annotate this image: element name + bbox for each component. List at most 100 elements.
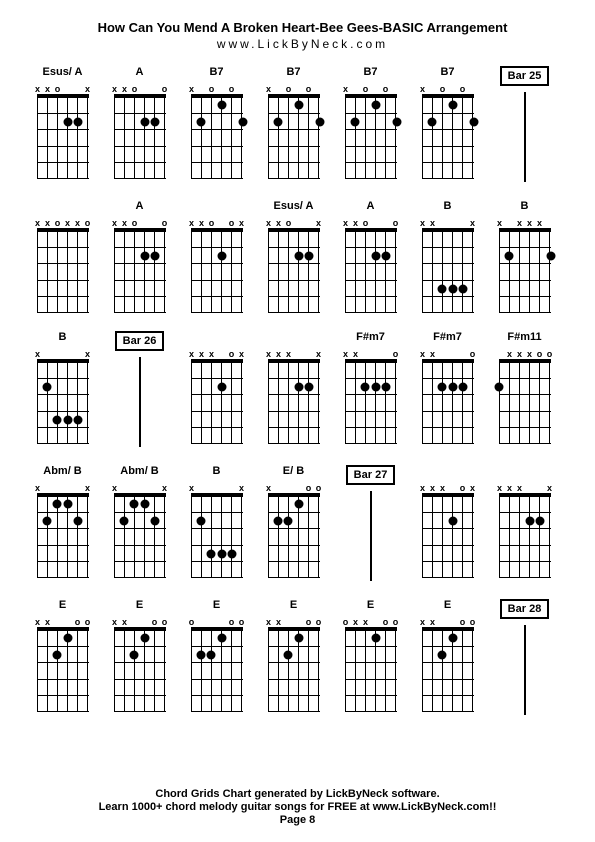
chord-cell: B7 xoo bbox=[338, 66, 403, 179]
chord-cell: F#m11xxxoo bbox=[492, 331, 557, 444]
bar-line bbox=[524, 92, 526, 182]
chord-diagram: xoo bbox=[187, 84, 247, 179]
chord-label: Esus/ A bbox=[274, 200, 314, 214]
chord-diagram: xx bbox=[33, 349, 93, 444]
chord-diagram: xxox bbox=[264, 218, 324, 313]
chord-diagram: oxxoo bbox=[341, 617, 401, 712]
page-subtitle: www.LickByNeck.com bbox=[30, 37, 575, 51]
chord-cell: Exxoo bbox=[415, 599, 480, 712]
bar-marker: Bar 28 bbox=[492, 599, 557, 715]
chord-cell: B7 xoo bbox=[415, 66, 480, 179]
chord-diagram: xoo bbox=[418, 84, 478, 179]
bar-marker: Bar 25 bbox=[492, 66, 557, 182]
chord-diagram: xoo bbox=[341, 84, 401, 179]
bar-line bbox=[524, 625, 526, 715]
chord-label: E bbox=[213, 599, 220, 613]
chord-label: E bbox=[367, 599, 374, 613]
chord-cell: Esus/ A xxox bbox=[30, 66, 95, 179]
chord-diagram: xxxx bbox=[264, 349, 324, 444]
chord-label: E bbox=[136, 599, 143, 613]
chord-cell: F#m7 xxo bbox=[338, 331, 403, 444]
chord-label: E bbox=[59, 599, 66, 613]
chord-cell: Axxoo bbox=[107, 66, 172, 179]
chord-label: B bbox=[213, 465, 221, 479]
chord-label: B7 bbox=[286, 66, 300, 80]
chord-diagram: xxxx bbox=[495, 218, 555, 313]
chord-diagram: xx bbox=[187, 483, 247, 578]
chord-cell: Eoxxoo bbox=[338, 599, 403, 712]
page-title: How Can You Mend A Broken Heart-Bee Gees… bbox=[30, 20, 575, 35]
bar-label: Bar 27 bbox=[346, 465, 396, 485]
bar-label: Bar 28 bbox=[500, 599, 550, 619]
chord-cell: B7 xoo bbox=[184, 66, 249, 179]
chord-cell: B7 xoo bbox=[261, 66, 326, 179]
chord-diagram: xxo bbox=[341, 349, 401, 444]
chord-cell: Axxoo bbox=[107, 200, 172, 313]
chord-diagram: xxx bbox=[418, 218, 478, 313]
chord-label: F#m7 bbox=[433, 331, 462, 345]
chord-label: B7 bbox=[440, 66, 454, 80]
chord-cell: xxxox bbox=[184, 331, 249, 444]
chord-label: B bbox=[59, 331, 67, 345]
chord-cell: xxxx bbox=[261, 331, 326, 444]
chord-diagram: xxoo bbox=[264, 617, 324, 712]
bar-label: Bar 25 bbox=[500, 66, 550, 86]
chord-cell: F#m7 xxo bbox=[415, 331, 480, 444]
chord-diagram: xxxoo bbox=[495, 349, 555, 444]
chord-label: B bbox=[444, 200, 452, 214]
footer-line-2: Learn 1000+ chord melody guitar songs fo… bbox=[0, 801, 595, 813]
chord-diagram: ooo bbox=[187, 617, 247, 712]
chord-diagram: xoo bbox=[264, 483, 324, 578]
chord-label: B bbox=[521, 200, 529, 214]
chord-diagram: xx bbox=[110, 483, 170, 578]
chord-cell: Bxxx bbox=[415, 200, 480, 313]
chord-cell: Abm/ B xx bbox=[30, 465, 95, 578]
chord-label: B7 bbox=[363, 66, 377, 80]
chord-cell: Exxoo bbox=[261, 599, 326, 712]
chord-diagram: xxoo bbox=[33, 617, 93, 712]
chord-row: Esus/ A xxoxAxxoo B7 xoo B7 xoo B7 xoo B7 xoo Bar … bbox=[30, 66, 575, 182]
chord-label: F#m7 bbox=[356, 331, 385, 345]
chord-label: A bbox=[136, 200, 144, 214]
chord-diagram: xoo bbox=[264, 84, 324, 179]
chord-label: Esus/ A bbox=[43, 66, 83, 80]
chord-diagram: xxoo bbox=[110, 218, 170, 313]
chord-diagram: xxxx bbox=[495, 483, 555, 578]
chord-row: BxxBar 26xxxoxxxxxF#m7xxoF#m7xxoF#m11xxx… bbox=[30, 331, 575, 447]
chord-diagram: xx bbox=[33, 483, 93, 578]
bar-line bbox=[370, 491, 372, 581]
chord-cell: Axxoo bbox=[338, 200, 403, 313]
chord-label: B7 bbox=[209, 66, 223, 80]
chord-row: ExxooExxooEoooExxooEoxxooExxooBar 28 bbox=[30, 599, 575, 715]
chord-label: E/ B bbox=[283, 465, 304, 479]
chord-label: A bbox=[367, 200, 375, 214]
chord-diagram: xxox bbox=[33, 84, 93, 179]
chord-cell: Abm/ Bxx bbox=[107, 465, 172, 578]
bar-label: Bar 26 bbox=[115, 331, 165, 351]
chord-row: Abm/ BxxAbm/ BxxBxxE/ BxooBar 27xxxoxxxx… bbox=[30, 465, 575, 581]
footer-line-3: Page 8 bbox=[0, 814, 595, 826]
chord-diagram: xxoo bbox=[110, 84, 170, 179]
chord-label: Abm/ B bbox=[43, 465, 82, 479]
chord-diagram: xxo bbox=[418, 349, 478, 444]
bar-line bbox=[139, 357, 141, 447]
chord-cell: E/ B xoo bbox=[261, 465, 326, 578]
chord-cell: Eooo bbox=[184, 599, 249, 712]
chord-cell: Bxxxx bbox=[492, 200, 557, 313]
footer-line-1: Chord Grids Chart generated by LickByNec… bbox=[0, 788, 595, 800]
chord-cell: Bxx bbox=[184, 465, 249, 578]
footer: Chord Grids Chart generated by LickByNec… bbox=[0, 787, 595, 827]
chord-cell: Exxoo bbox=[30, 599, 95, 712]
chord-grid-container: Esus/ AxxoxAxxooB7xooB7xooB7xooB7xooBar … bbox=[30, 66, 575, 715]
chord-cell: Bxx bbox=[30, 331, 95, 444]
chord-cell: xxoxxo bbox=[30, 200, 95, 313]
chord-diagram: xxoo bbox=[341, 218, 401, 313]
chord-diagram: xxxox bbox=[187, 349, 247, 444]
chord-row: xxoxxoAxxooxxooxEsus/ AxxoxAxxooBxxxBxxx… bbox=[30, 200, 575, 313]
bar-marker: Bar 27 bbox=[338, 465, 403, 581]
chord-diagram: xxoo bbox=[418, 617, 478, 712]
chord-diagram: xxoox bbox=[187, 218, 247, 313]
bar-marker: Bar 26 bbox=[107, 331, 172, 447]
chord-cell: xxxox bbox=[415, 465, 480, 578]
chord-diagram: xxoo bbox=[110, 617, 170, 712]
